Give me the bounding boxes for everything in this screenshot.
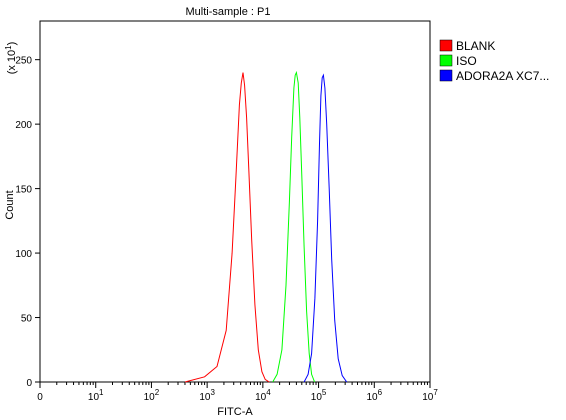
legend-swatch xyxy=(439,39,453,52)
x-tick-label: 105 xyxy=(311,388,327,403)
x-tick-label: 102 xyxy=(144,388,160,403)
series-lines xyxy=(184,70,348,383)
legend-label: BLANK xyxy=(456,39,495,53)
legend-label: ISO xyxy=(456,54,477,68)
legend-swatch xyxy=(439,54,453,67)
x-tick-label: 0 xyxy=(37,392,43,403)
y-axis-ticks: 0 50 100 150 200 250 xyxy=(15,56,40,389)
y-tick-label: 200 xyxy=(15,120,32,131)
y-axis-label: Count xyxy=(4,190,16,219)
legend-swatch xyxy=(439,69,453,82)
legend-label: ADORA2A XC7... xyxy=(456,69,549,83)
y-axis-multiplier: (x 101) xyxy=(4,42,18,75)
x-tick-label: 103 xyxy=(199,388,215,403)
x-axis-label: FITC-A xyxy=(217,406,253,418)
x-tick-label: 104 xyxy=(255,388,271,403)
y-tick-label: 50 xyxy=(21,314,33,325)
series-line-iso xyxy=(272,70,316,383)
y-tick-label: 250 xyxy=(15,56,32,67)
y-tick-label: 150 xyxy=(15,185,32,196)
x-tick-label: 101 xyxy=(88,388,104,403)
series-line-adora2a-xc7- xyxy=(303,73,348,383)
series-line-blank xyxy=(184,72,270,383)
chart-title: Multi-sample : P1 xyxy=(186,6,271,18)
y-tick-label: 0 xyxy=(26,378,32,389)
y-tick-label: 100 xyxy=(15,249,32,260)
x-tick-label: 106 xyxy=(366,388,382,403)
x-axis-ticks: 0 101 102 103 104 105 106 107 xyxy=(37,382,438,403)
x-tick-label: 107 xyxy=(422,388,438,403)
svg-text:(x 101): (x 101) xyxy=(4,42,18,75)
